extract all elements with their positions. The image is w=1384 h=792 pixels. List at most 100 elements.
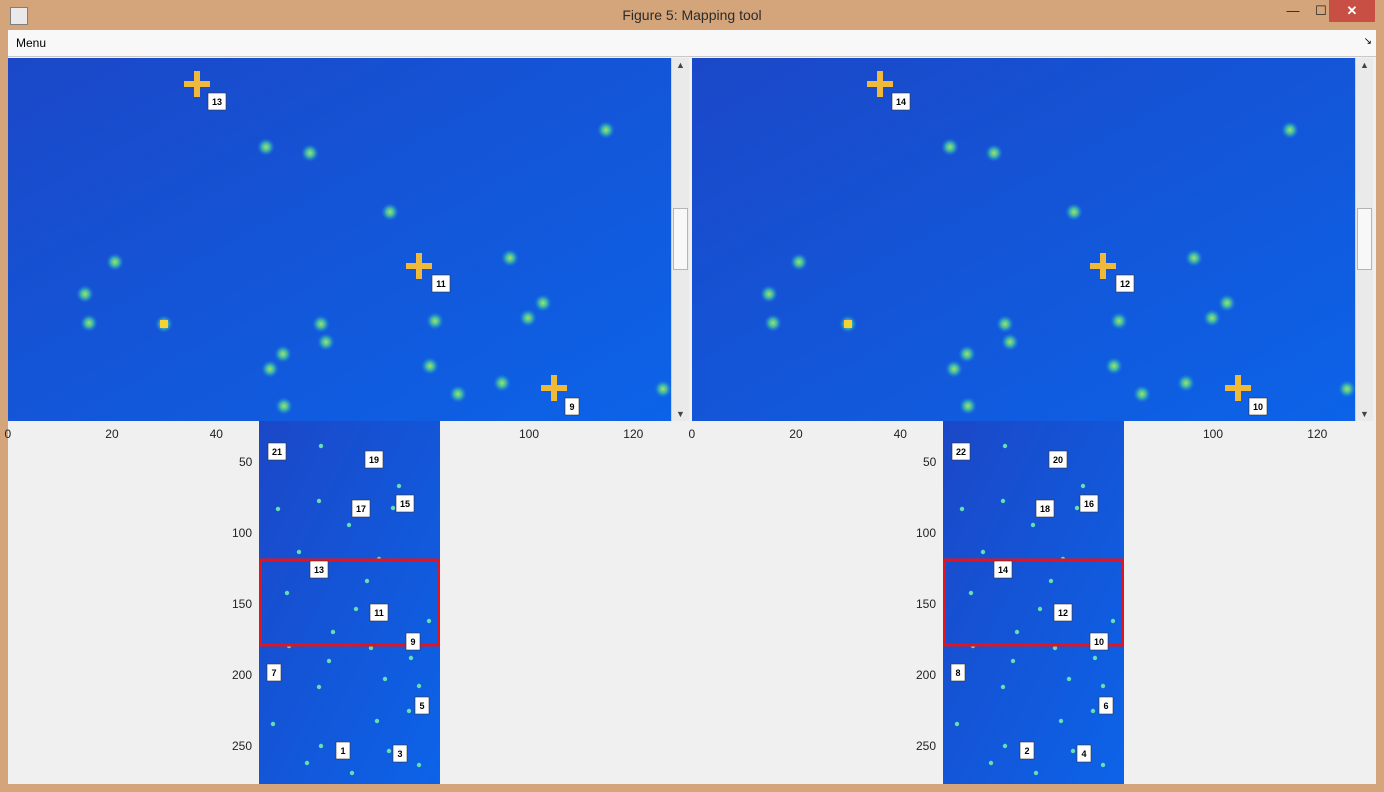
svg-text:14: 14 xyxy=(896,97,906,107)
svg-text:9: 9 xyxy=(569,402,574,412)
spot xyxy=(346,522,352,528)
scroll-down-icon[interactable]: ▼ xyxy=(676,409,685,419)
svg-text:12: 12 xyxy=(1120,279,1130,289)
spot xyxy=(274,345,292,363)
spot xyxy=(1110,312,1128,330)
spot xyxy=(426,618,432,624)
spot xyxy=(954,721,960,727)
svg-text:13: 13 xyxy=(212,97,222,107)
resize-corner-icon: ↘ xyxy=(1363,36,1372,47)
close-button[interactable]: ✕ xyxy=(1329,0,1375,22)
spot xyxy=(1105,357,1123,375)
spot xyxy=(76,285,94,303)
svg-text:21: 21 xyxy=(272,447,282,457)
spot-label: 11 xyxy=(369,603,389,622)
svg-text:20: 20 xyxy=(1053,455,1063,465)
spot-label: 16 xyxy=(1079,494,1099,513)
overview-image-left[interactable]: 21 19 17 15 13 11 9 7 5 1 3 xyxy=(259,421,440,784)
spot xyxy=(1000,498,1006,504)
spot xyxy=(1203,309,1221,327)
scroll-thumb[interactable] xyxy=(1357,208,1372,270)
overview-background xyxy=(259,421,440,784)
spot xyxy=(408,655,414,661)
spot xyxy=(275,506,281,512)
scrollbar-right[interactable]: ▲ ▼ xyxy=(1355,58,1373,421)
svg-text:19: 19 xyxy=(369,455,379,465)
x-tick-label: 20 xyxy=(789,427,803,441)
spot xyxy=(301,144,319,162)
spot xyxy=(1218,294,1236,312)
spot xyxy=(534,294,552,312)
spot xyxy=(80,314,98,332)
roi-rectangle xyxy=(259,558,440,647)
spot-label: 2 xyxy=(1019,741,1035,760)
spot xyxy=(421,357,439,375)
overview-background xyxy=(943,421,1124,784)
svg-text:10: 10 xyxy=(1094,637,1104,647)
spot xyxy=(1281,121,1299,139)
spot xyxy=(106,253,124,271)
spot xyxy=(330,629,336,635)
spot xyxy=(1100,683,1106,689)
spot-label: 10 xyxy=(1248,397,1268,416)
spot xyxy=(317,333,335,351)
x-tick-label: 20 xyxy=(105,427,119,441)
y-tick-label: 250 xyxy=(232,739,253,753)
spot xyxy=(1177,374,1195,392)
y-tick-label: 50 xyxy=(923,455,937,469)
spot-label: 19 xyxy=(364,450,384,469)
spot xyxy=(1048,578,1054,584)
spot xyxy=(396,483,402,489)
scroll-up-icon[interactable]: ▲ xyxy=(1360,60,1369,70)
spot xyxy=(381,203,399,221)
spot-label: 14 xyxy=(993,560,1013,579)
spot xyxy=(968,590,974,596)
minimize-button[interactable]: — xyxy=(1286,3,1300,18)
spot-label: 1 xyxy=(335,741,351,760)
main-image-left[interactable]: 13 11 9 xyxy=(8,58,672,421)
x-tick-label: 120 xyxy=(623,427,644,441)
spot-label: 10 xyxy=(1089,632,1109,651)
scroll-thumb[interactable] xyxy=(673,208,688,270)
spot xyxy=(390,505,396,511)
overview-right-canvas: 22 20 18 16 14 12 10 8 6 2 4 xyxy=(943,421,1124,784)
maximize-button[interactable]: ☐ xyxy=(1315,3,1327,18)
spot xyxy=(349,770,355,776)
main-image-right[interactable]: 14 12 10 xyxy=(692,58,1356,421)
y-tick-label: 150 xyxy=(232,597,253,611)
scroll-down-icon[interactable]: ▼ xyxy=(1360,409,1369,419)
spot-label: 3 xyxy=(392,744,408,763)
svg-text:12: 12 xyxy=(1058,608,1068,618)
x-tick-label: 100 xyxy=(1203,427,1224,441)
menu-item-menu[interactable]: Menu xyxy=(16,36,47,50)
x-tick-label: 40 xyxy=(209,427,223,441)
crosshair-marker xyxy=(406,253,432,279)
spot xyxy=(760,285,778,303)
spot xyxy=(270,721,276,727)
spot xyxy=(959,397,977,415)
spot-label: 15 xyxy=(395,494,415,513)
spot xyxy=(1002,743,1008,749)
spot xyxy=(1010,658,1016,664)
crosshair-marker xyxy=(184,71,210,97)
spot xyxy=(353,606,359,612)
svg-text:2: 2 xyxy=(1024,746,1029,756)
spot-label: 4 xyxy=(1076,744,1092,763)
spot-label: 17 xyxy=(351,499,371,518)
spot xyxy=(519,309,537,327)
scrollbar-left[interactable]: ▲ ▼ xyxy=(671,58,689,421)
spot xyxy=(1065,203,1083,221)
spot xyxy=(1110,618,1116,624)
spot xyxy=(416,683,422,689)
spot xyxy=(1037,606,1043,612)
spot xyxy=(326,658,332,664)
svg-text:9: 9 xyxy=(410,637,415,647)
spot xyxy=(764,314,782,332)
scroll-up-icon[interactable]: ▲ xyxy=(676,60,685,70)
overview-image-right[interactable]: 22 20 18 16 14 12 10 8 6 2 4 xyxy=(943,421,1124,784)
spot xyxy=(316,498,322,504)
spot xyxy=(597,121,615,139)
spot xyxy=(941,138,959,156)
svg-text:14: 14 xyxy=(998,565,1008,575)
spot xyxy=(790,253,808,271)
